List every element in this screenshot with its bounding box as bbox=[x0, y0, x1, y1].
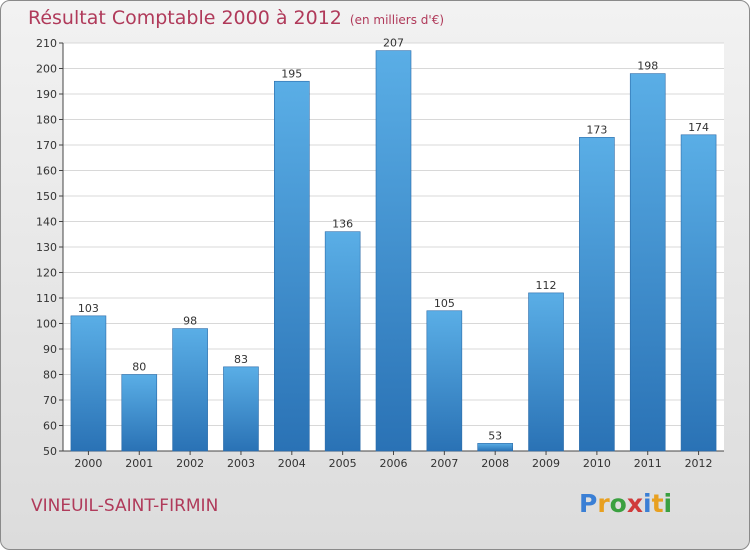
bar-2012 bbox=[680, 134, 717, 452]
ytick-label-180: 180 bbox=[36, 114, 57, 127]
data-label-2003: 83 bbox=[234, 353, 248, 366]
ytick-label-80: 80 bbox=[43, 369, 57, 382]
ytick-label-50: 50 bbox=[43, 445, 57, 458]
ytick-label-200: 200 bbox=[36, 63, 57, 76]
xtick-label-2011: 2011 bbox=[634, 457, 662, 470]
logo-letter: r bbox=[597, 489, 610, 518]
xtick-label-2012: 2012 bbox=[685, 457, 713, 470]
data-label-2004: 195 bbox=[281, 67, 302, 80]
ytick-label-150: 150 bbox=[36, 190, 57, 203]
bar-2003 bbox=[223, 366, 259, 452]
logo-letter: x bbox=[626, 489, 643, 518]
xtick-label-2010: 2010 bbox=[583, 457, 611, 470]
ytick-label-90: 90 bbox=[43, 343, 57, 356]
bar-2000 bbox=[70, 315, 107, 452]
xtick-label-2003: 2003 bbox=[227, 457, 255, 470]
bar-2011 bbox=[629, 73, 666, 452]
ytick-label-70: 70 bbox=[43, 394, 57, 407]
xtick-label-2009: 2009 bbox=[532, 457, 560, 470]
ytick-label-130: 130 bbox=[36, 241, 57, 254]
xtick-label-2000: 2000 bbox=[74, 457, 102, 470]
ytick-label-110: 110 bbox=[36, 292, 57, 305]
xtick-label-2008: 2008 bbox=[481, 457, 509, 470]
bar-2006 bbox=[375, 50, 412, 452]
xtick-label-2005: 2005 bbox=[329, 457, 357, 470]
location-label: VINEUIL-SAINT-FIRMIN bbox=[31, 496, 219, 516]
logo-letter: P bbox=[579, 489, 598, 518]
xtick-label-2004: 2004 bbox=[278, 457, 306, 470]
logo-letter: i bbox=[663, 489, 673, 518]
logo-letter: t bbox=[651, 489, 664, 518]
ytick-label-100: 100 bbox=[36, 318, 57, 331]
ytick-label-160: 160 bbox=[36, 165, 57, 178]
chart-subtitle: (en milliers d'€) bbox=[349, 13, 445, 27]
xtick-label-2006: 2006 bbox=[380, 457, 408, 470]
ytick-label-210: 210 bbox=[36, 37, 57, 50]
ytick-label-140: 140 bbox=[36, 216, 57, 229]
data-label-2007: 105 bbox=[434, 297, 455, 310]
bar-2007 bbox=[426, 310, 463, 452]
xtick-label-2001: 2001 bbox=[125, 457, 153, 470]
bar-2010 bbox=[579, 137, 615, 452]
ytick-label-190: 190 bbox=[36, 88, 57, 101]
xtick-label-2007: 2007 bbox=[430, 457, 458, 470]
bar-2002 bbox=[172, 328, 208, 452]
ytick-label-120: 120 bbox=[36, 267, 57, 280]
data-label-2010: 173 bbox=[586, 123, 607, 136]
bar-2009 bbox=[528, 292, 564, 452]
data-label-2008: 53 bbox=[488, 429, 502, 442]
data-label-2006: 207 bbox=[383, 37, 404, 50]
bar-2004 bbox=[274, 80, 310, 452]
ytick-label-60: 60 bbox=[43, 420, 57, 433]
bar-2001 bbox=[121, 374, 158, 452]
data-label-2000: 103 bbox=[78, 302, 99, 315]
chart-title: Résultat Comptable 2000 à 2012 (en millie… bbox=[28, 7, 444, 29]
data-label-2005: 136 bbox=[332, 218, 353, 231]
bar-2008 bbox=[477, 443, 513, 452]
logo-letter: o bbox=[609, 489, 627, 518]
data-label-2009: 112 bbox=[536, 279, 557, 292]
logo-letter: i bbox=[643, 489, 652, 518]
bar-2005 bbox=[324, 231, 361, 452]
title-text: Résultat Comptable 2000 à 2012 bbox=[28, 7, 342, 29]
brand-logo: Proxiti bbox=[579, 489, 672, 518]
data-label-2012: 174 bbox=[688, 121, 709, 134]
data-label-2011: 198 bbox=[637, 60, 658, 73]
ytick-label-170: 170 bbox=[36, 139, 57, 152]
xtick-label-2002: 2002 bbox=[176, 457, 204, 470]
data-label-2002: 98 bbox=[183, 315, 197, 328]
data-label-2001: 80 bbox=[132, 361, 146, 374]
